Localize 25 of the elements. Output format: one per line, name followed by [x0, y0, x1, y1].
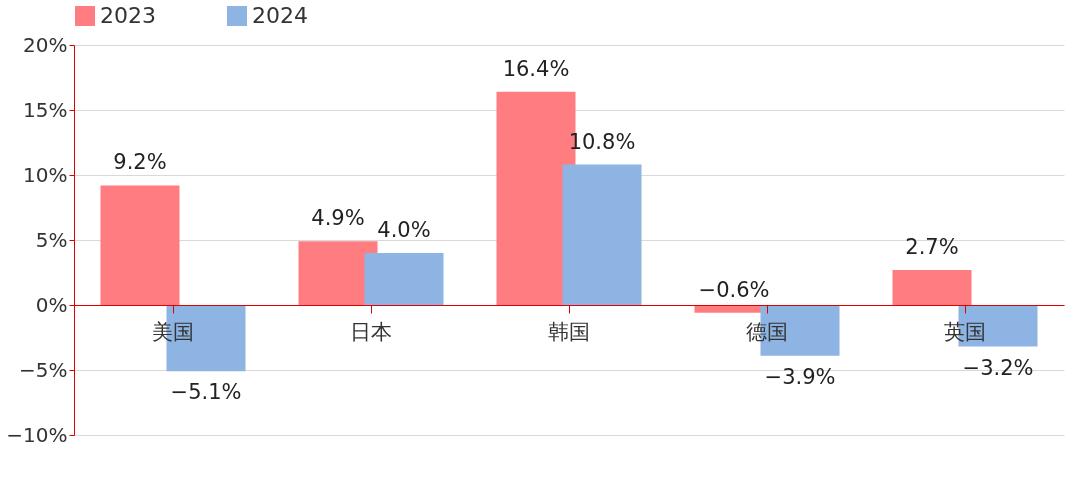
data-label: 16.4%: [502, 56, 570, 81]
data-label: 9.2%: [113, 150, 167, 175]
y-tick-label: 5%: [35, 227, 68, 252]
data-label: −3.2%: [962, 355, 1034, 380]
legend-label: 2024: [252, 3, 308, 28]
bar: [562, 164, 642, 305]
y-tick-label: −10%: [6, 422, 68, 447]
y-tick-label: 10%: [23, 162, 68, 187]
data-label: −3.9%: [764, 364, 836, 389]
y-tick-label: 0%: [35, 292, 68, 317]
y-tick-label: 15%: [23, 97, 68, 122]
data-label: 4.9%: [311, 206, 365, 231]
data-label: 2.7%: [905, 234, 959, 259]
data-label: −5.1%: [170, 380, 242, 405]
x-tick-label: 德国: [746, 319, 788, 344]
bar: [100, 185, 180, 305]
legend-label: 2023: [100, 3, 156, 28]
y-tick-label: −5%: [19, 357, 68, 382]
data-label: 4.0%: [377, 218, 431, 242]
x-tick-label: 日本: [350, 319, 392, 344]
y-tick-label: 20%: [23, 32, 68, 57]
bar: [364, 253, 444, 305]
bar: [892, 269, 972, 305]
x-tick-label: 韩国: [548, 319, 590, 344]
data-label: −0.6%: [698, 277, 770, 302]
